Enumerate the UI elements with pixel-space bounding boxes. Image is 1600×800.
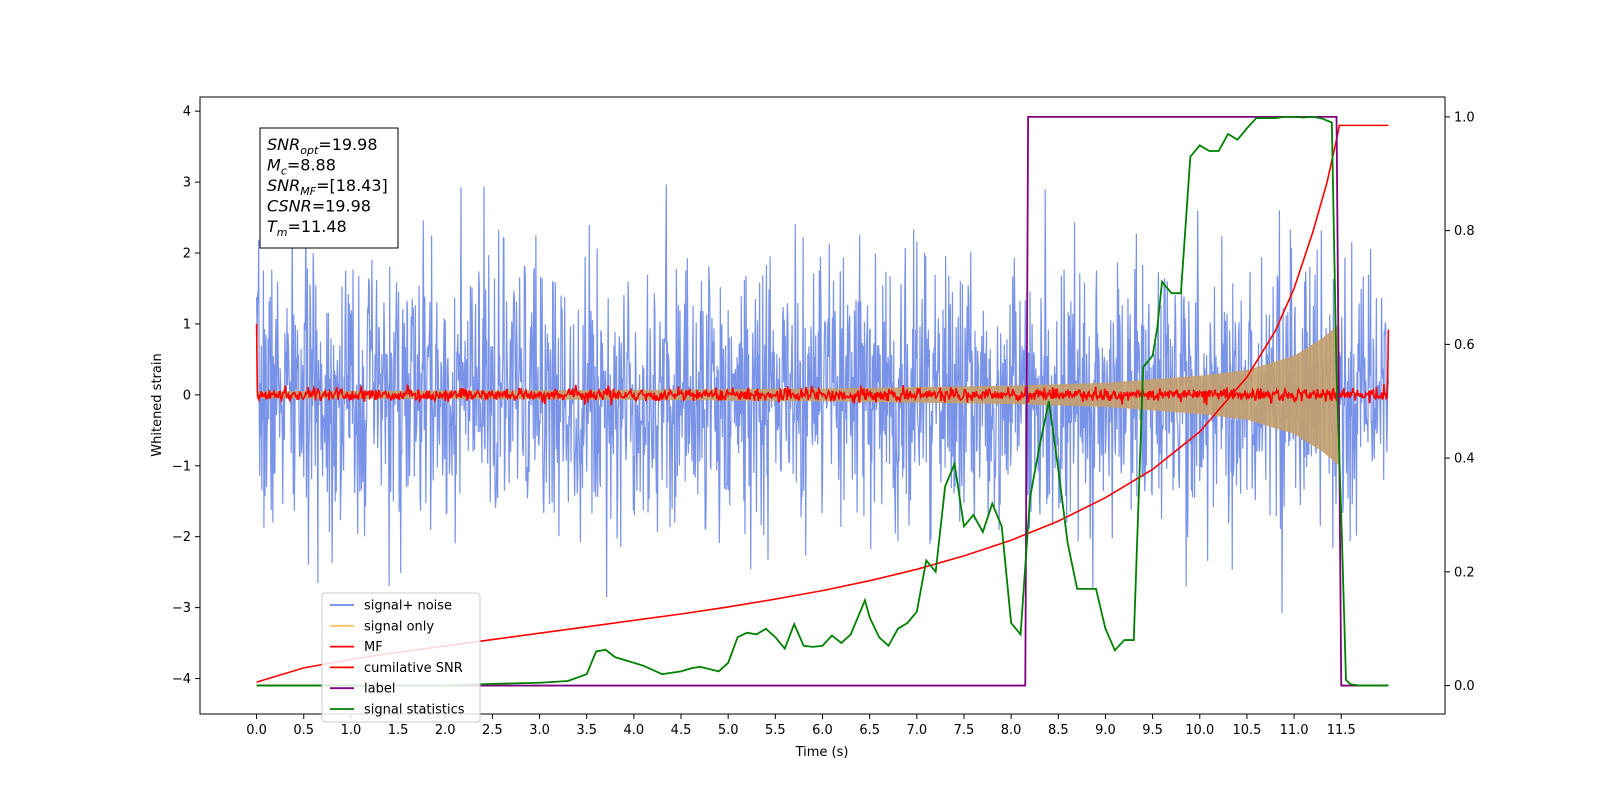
series-mf xyxy=(255,323,1390,406)
series-signal-statistics xyxy=(256,115,1389,687)
x-tick-label: 4.5 xyxy=(671,723,692,738)
legend-label: signal+ noise xyxy=(364,599,452,614)
x-tick-label: 9.0 xyxy=(1095,723,1116,738)
y-tick-label-left: −4 xyxy=(172,672,191,687)
x-tick-label: 0.0 xyxy=(246,723,267,738)
x-tick-label: 2.0 xyxy=(435,723,456,738)
annotation-line: SNRopt=19.98 xyxy=(267,135,378,157)
x-axis-label: Time (s) xyxy=(795,745,849,760)
series-label xyxy=(256,116,1389,687)
y-tick-label-left: −2 xyxy=(172,530,191,545)
annotation-line: Mc=8.88 xyxy=(267,156,336,178)
x-tick-label: 3.5 xyxy=(576,723,597,738)
y-tick-label-right: 0.2 xyxy=(1454,565,1475,580)
y-tick-label-right: 0.0 xyxy=(1454,679,1475,694)
x-tick-label: 1.0 xyxy=(341,723,362,738)
axes-layer: 0.0 0.5 1.0 1.5 2.0 2.5 3.0 3.5 4.0 4.5 5.0 5.5 6.0 6… xyxy=(172,105,1475,738)
x-tick-label: 2.5 xyxy=(482,723,503,738)
y-tick-label-left: 2 xyxy=(183,247,191,262)
legend-label: signal only xyxy=(364,619,434,634)
x-tick-label: 8.5 xyxy=(1048,723,1069,738)
x-tick-label: 0.5 xyxy=(293,723,314,738)
x-tick-label: 11.5 xyxy=(1327,723,1356,738)
x-tick-label: 6.5 xyxy=(859,723,880,738)
x-tick-label: 7.5 xyxy=(954,723,975,738)
x-tick-label: 5.5 xyxy=(765,723,786,738)
y-tick-label-right: 1.0 xyxy=(1454,110,1475,125)
legend-label: MF xyxy=(364,640,383,655)
series-signal-noise xyxy=(255,184,1390,614)
annotation-box: SNRopt=19.98Mc=8.88SNRMF=[18.43]CSNR=19.… xyxy=(259,127,399,249)
x-tick-label: 11.0 xyxy=(1280,723,1309,738)
y-tick-label-right: 0.4 xyxy=(1454,452,1475,467)
x-tick-label: 8.0 xyxy=(1001,723,1022,738)
y-tick-label-left: −3 xyxy=(172,601,191,616)
series-cumulative-snr xyxy=(256,124,1389,683)
legend-label: signal statistics xyxy=(364,703,465,718)
x-tick-label: 4.0 xyxy=(624,723,645,738)
legend-label: label xyxy=(364,682,395,697)
series-layer xyxy=(255,115,1390,687)
y-axis-label-left: Whitened strain xyxy=(150,353,165,456)
x-tick-label: 6.0 xyxy=(812,723,833,738)
y-tick-label-right: 0.8 xyxy=(1454,224,1475,239)
x-tick-label: 3.0 xyxy=(529,723,550,738)
y-tick-label-left: 0 xyxy=(183,388,191,403)
y-tick-label-right: 0.6 xyxy=(1454,338,1475,353)
x-tick-label: 7.0 xyxy=(906,723,927,738)
legend-frame xyxy=(321,592,481,723)
annotation-line: Tm=11.48 xyxy=(267,217,347,239)
x-tick-label: 1.5 xyxy=(388,723,409,738)
legend-label: cumilative SNR xyxy=(364,661,463,676)
x-tick-label: 10.5 xyxy=(1232,723,1261,738)
x-tick-label: 10.0 xyxy=(1185,723,1214,738)
y-tick-label-left: −1 xyxy=(172,459,191,474)
annotation-line: SNRMF=[18.43] xyxy=(267,176,388,198)
legend: signal+ noise signal only MF cumilative SNR… xyxy=(321,592,481,723)
annotation-line: CSNR=19.98 xyxy=(267,197,371,216)
y-tick-label-left: 1 xyxy=(183,317,191,332)
annotation-box-frame xyxy=(259,127,399,249)
y-tick-label-left: 4 xyxy=(183,105,191,120)
x-tick-label: 9.5 xyxy=(1142,723,1163,738)
x-tick-label: 5.0 xyxy=(718,723,739,738)
y-tick-label-left: 3 xyxy=(183,176,191,191)
